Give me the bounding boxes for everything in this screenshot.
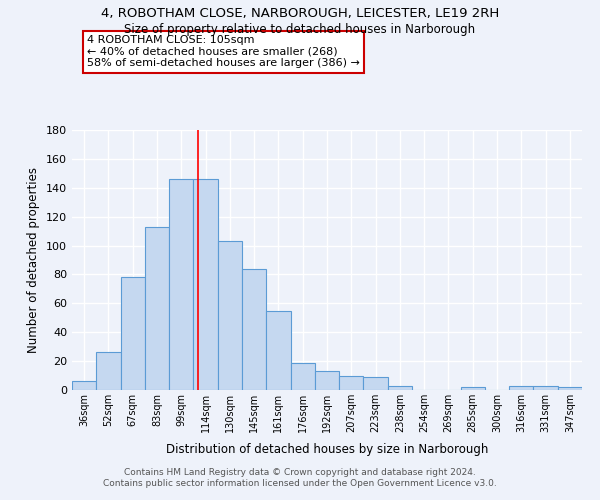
- Bar: [509, 386, 533, 390]
- Text: 4, ROBOTHAM CLOSE, NARBOROUGH, LEICESTER, LE19 2RH: 4, ROBOTHAM CLOSE, NARBOROUGH, LEICESTER…: [101, 8, 499, 20]
- Bar: [169, 179, 193, 390]
- Bar: [145, 227, 169, 390]
- Text: 4 ROBOTHAM CLOSE: 105sqm
← 40% of detached houses are smaller (268)
58% of semi-: 4 ROBOTHAM CLOSE: 105sqm ← 40% of detach…: [87, 35, 360, 68]
- Text: Contains HM Land Registry data © Crown copyright and database right 2024.
Contai: Contains HM Land Registry data © Crown c…: [103, 468, 497, 487]
- Bar: [533, 386, 558, 390]
- Bar: [461, 387, 485, 390]
- Bar: [218, 241, 242, 390]
- Bar: [339, 376, 364, 390]
- Bar: [364, 377, 388, 390]
- Text: Size of property relative to detached houses in Narborough: Size of property relative to detached ho…: [124, 22, 476, 36]
- Text: Distribution of detached houses by size in Narborough: Distribution of detached houses by size …: [166, 442, 488, 456]
- Bar: [315, 371, 339, 390]
- Y-axis label: Number of detached properties: Number of detached properties: [28, 167, 40, 353]
- Bar: [266, 310, 290, 390]
- Bar: [388, 386, 412, 390]
- Bar: [290, 362, 315, 390]
- Bar: [558, 387, 582, 390]
- Bar: [96, 352, 121, 390]
- Bar: [121, 278, 145, 390]
- Bar: [242, 268, 266, 390]
- Bar: [72, 382, 96, 390]
- Bar: [193, 179, 218, 390]
